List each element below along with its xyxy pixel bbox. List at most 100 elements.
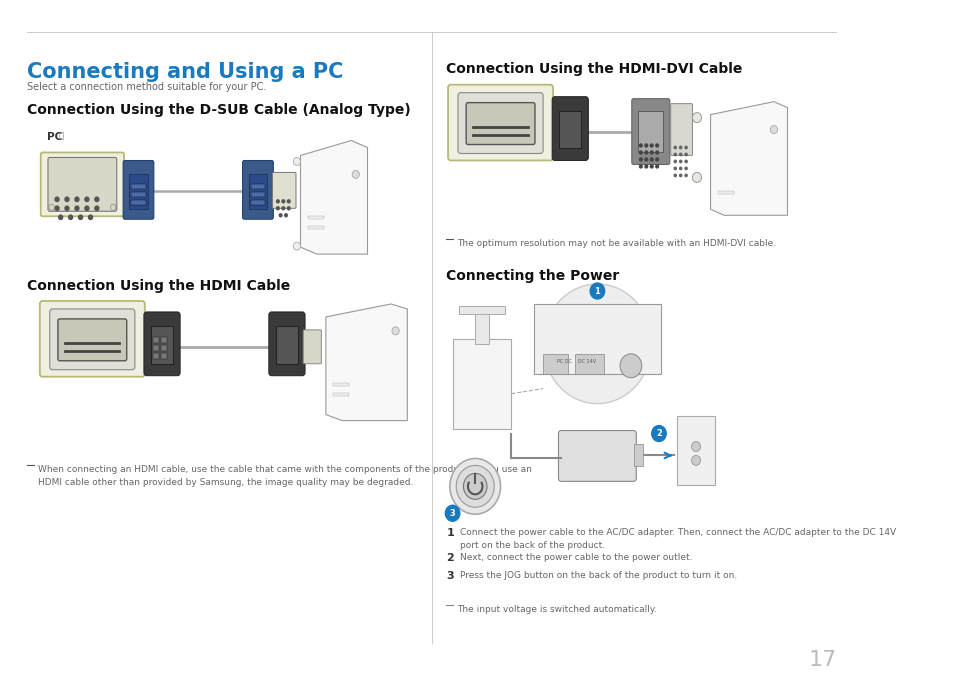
Bar [152,345,159,351]
Circle shape [650,165,653,168]
Bar [161,345,168,351]
Circle shape [674,167,676,169]
Bar [333,383,349,385]
FancyBboxPatch shape [58,319,127,360]
Text: PC DC    DC 14V: PC DC DC 14V [557,359,596,364]
Circle shape [655,151,658,154]
Bar [633,444,642,466]
Bar [132,200,146,205]
FancyBboxPatch shape [41,153,124,216]
Circle shape [276,207,279,210]
Circle shape [65,206,69,211]
Circle shape [655,158,658,161]
Circle shape [279,214,282,217]
Circle shape [679,160,681,163]
Circle shape [769,126,777,134]
FancyBboxPatch shape [457,92,542,153]
Circle shape [650,158,653,161]
Text: Connection Using the HDMI Cable: Connection Using the HDMI Cable [27,279,290,293]
Bar [130,174,148,209]
Circle shape [78,215,83,219]
Circle shape [445,506,459,521]
Bar [308,216,324,219]
Bar [161,337,168,343]
Circle shape [655,144,658,147]
Circle shape [684,153,686,156]
Bar [275,326,297,364]
Circle shape [650,144,653,147]
Circle shape [639,144,641,147]
Text: 2: 2 [656,429,661,438]
FancyBboxPatch shape [40,301,145,377]
Bar [251,200,265,205]
Text: ⓣ: ⓣ [59,132,64,140]
Circle shape [674,174,676,177]
Circle shape [684,174,686,177]
Bar [251,192,265,197]
Circle shape [590,283,604,299]
Bar [534,304,660,374]
Polygon shape [326,304,407,421]
Circle shape [692,113,700,123]
Bar [132,184,146,190]
Circle shape [639,158,641,161]
Circle shape [684,146,686,148]
Circle shape [85,206,89,211]
FancyBboxPatch shape [303,330,321,364]
Text: Next, connect the power cable to the power outlet.: Next, connect the power cable to the pow… [459,553,692,562]
Circle shape [75,197,79,202]
Circle shape [655,165,658,168]
Circle shape [691,441,700,452]
Circle shape [293,157,300,165]
Bar [333,393,349,396]
Circle shape [674,146,676,148]
Circle shape [392,327,398,335]
Circle shape [542,284,651,404]
Circle shape [644,144,647,147]
FancyBboxPatch shape [273,172,295,209]
Text: Select a connection method suitable for your PC.: Select a connection method suitable for … [27,82,266,92]
Text: 17: 17 [807,650,836,670]
Text: Connection Using the D-SUB Cable (Analog Type): Connection Using the D-SUB Cable (Analog… [27,103,411,117]
Circle shape [65,197,69,202]
Bar [638,111,662,153]
Circle shape [644,165,647,168]
Bar [152,353,159,359]
Text: HDMI: HDMI [456,88,488,98]
FancyBboxPatch shape [670,104,692,155]
Bar [574,354,603,374]
FancyBboxPatch shape [48,157,116,211]
Polygon shape [300,140,367,254]
Circle shape [692,172,700,182]
Circle shape [69,215,72,219]
Bar [717,191,733,194]
Circle shape [282,207,284,210]
Circle shape [94,197,99,202]
Circle shape [679,146,681,148]
Circle shape [287,200,290,202]
FancyBboxPatch shape [631,99,669,165]
Circle shape [684,167,686,169]
Circle shape [650,151,653,154]
Bar [161,353,168,359]
Circle shape [674,153,676,156]
FancyBboxPatch shape [269,312,305,376]
Circle shape [293,242,300,250]
Circle shape [684,160,686,163]
Circle shape [644,151,647,154]
Text: Connection Using the HDMI-DVI Cable: Connection Using the HDMI-DVI Cable [446,62,741,76]
Circle shape [679,167,681,169]
Circle shape [639,165,641,168]
FancyBboxPatch shape [448,84,553,161]
Polygon shape [710,102,786,215]
Circle shape [55,206,59,211]
Text: ⓣ: ⓣ [75,307,80,316]
Circle shape [352,170,359,178]
Circle shape [679,153,681,156]
Circle shape [282,200,284,202]
Circle shape [679,174,681,177]
Bar [152,337,159,343]
Circle shape [85,197,89,202]
Bar [677,416,715,485]
FancyBboxPatch shape [50,309,134,370]
